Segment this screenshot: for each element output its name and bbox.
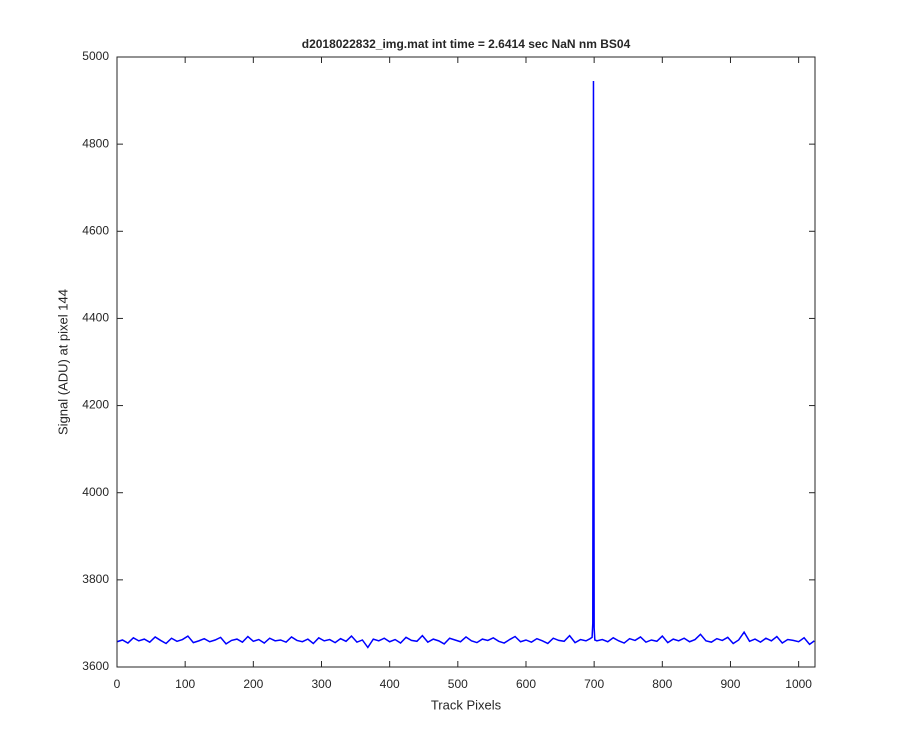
plot-box <box>116 56 816 668</box>
x-tick-label: 300 <box>311 677 331 691</box>
x-tick-label: 0 <box>114 677 121 691</box>
y-tick-label: 3600 <box>82 659 109 673</box>
x-tick-label: 900 <box>720 677 740 691</box>
y-tick-label: 4600 <box>82 223 109 237</box>
x-tick-label: 700 <box>584 677 604 691</box>
x-axis-label: Track Pixels <box>431 697 502 712</box>
y-tick-label: 4800 <box>82 136 109 150</box>
y-tick-label: 3800 <box>82 572 109 586</box>
chart-title: d2018022832_img.mat int time = 2.6414 se… <box>302 37 631 51</box>
x-tick-label: 800 <box>652 677 672 691</box>
x-tick-label: 1000 <box>785 677 812 691</box>
y-tick-label: 4000 <box>82 485 109 499</box>
x-tick-label: 500 <box>448 677 468 691</box>
y-tick-label: 5000 <box>82 49 109 63</box>
y-tick-label: 4200 <box>82 398 109 412</box>
x-tick-label: 200 <box>243 677 263 691</box>
x-tick-label: 400 <box>380 677 400 691</box>
data-line <box>116 80 815 649</box>
y-tick-label: 4400 <box>82 311 109 325</box>
x-tick-label: 100 <box>175 677 195 691</box>
y-axis-label: Signal (ADU) at pixel 144 <box>55 289 70 435</box>
x-tick-label: 600 <box>516 677 536 691</box>
